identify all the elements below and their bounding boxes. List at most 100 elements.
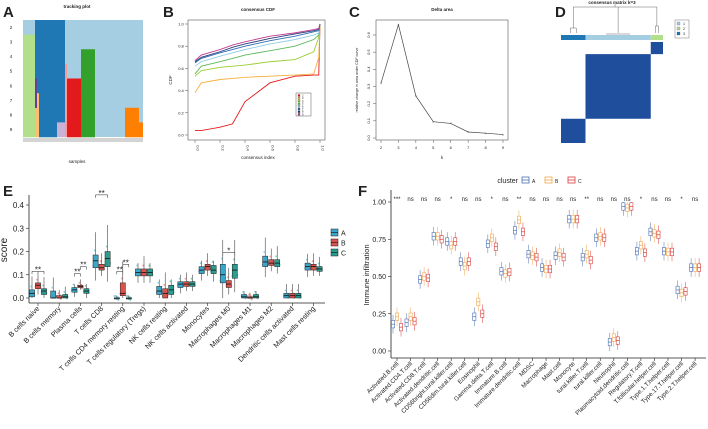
row-label: 5 [10,69,13,74]
data-point [63,290,66,293]
x-tick-label: 0.2 [221,145,226,151]
data-point: × [397,23,399,27]
legend-label: 4 [302,99,304,103]
cdf-line-k2 [195,23,321,132]
box-C [62,294,69,299]
data-point [127,295,129,297]
data-point [113,295,116,297]
x-tick-label: 0.6 [271,145,276,151]
tracking-segment [23,122,35,138]
legend-label: 6 [302,104,304,108]
significance-label: * [640,197,643,203]
tracking-segment [67,93,81,109]
box-C [210,265,217,274]
data-point [254,290,257,293]
significance-bracket [80,266,87,270]
y-tick-label: 0.2 [178,110,184,115]
x-tick-label: 2 [380,145,383,150]
data-point [163,283,166,286]
x-tick-label: 1.0 [321,145,326,151]
tracking-segment [35,34,65,50]
y-axis-label: CDF [168,75,173,84]
significance-label: ns [692,197,698,203]
box-A [50,290,57,299]
plot-frame [187,19,326,141]
data-point [184,277,187,280]
y-tick-label: 0.0 [366,134,371,140]
significance-label: ns [502,197,508,203]
data-point [317,262,320,265]
data-point [78,281,81,284]
legend-label: 2 [683,27,685,31]
y-tick-label: 0.1 [13,271,25,280]
data-point [81,287,83,290]
legend-swatch [297,97,301,100]
significance-label: ** [117,265,123,274]
box-C [231,264,238,279]
x-tick-label: 7 [467,145,470,150]
data-point [199,262,202,265]
legend-label: 1 [683,22,685,26]
significance-label: ns [570,197,576,203]
box-A [177,281,184,288]
tracking-segment [81,122,95,138]
data-point [157,281,160,284]
tracking-segment [81,93,95,109]
data-point: × [502,133,504,137]
y-axis-label: score [0,237,10,262]
data-point [246,295,249,297]
significance-label: ** [98,189,104,198]
chart-title: consensus CDF [241,7,275,12]
significance-label: * [227,247,230,256]
significance-label: ns [665,197,671,203]
tracking-segment [23,49,35,65]
box-B [268,259,275,266]
data-point [311,260,314,263]
data-point [128,296,131,298]
box-C [104,251,111,267]
tracking-segment [81,49,95,65]
x-tick-label: 9 [502,145,505,150]
data-point [305,258,308,261]
legend-label: 7 [302,107,304,111]
data-point [205,260,208,263]
y-tick-label: 0.4 [178,88,184,93]
y-tick-label: 0.25 [372,311,386,318]
significance-label: ns [475,197,481,203]
y-tick-label: 1.00 [372,200,386,207]
delta-area-chart: Delta area 0.0 0.1 0.2 0.3 0.4 0.5 0.6 2 3 4 5 6 7 8 9 k… [355,7,509,160]
significance-label: ns [556,197,562,203]
significance-label: ** [123,258,129,267]
data-point [121,277,123,280]
legend-label: 8 [302,110,304,114]
consensus-matrix: consensus matrix k=3 123 [561,0,690,143]
legend-swatch [297,94,301,97]
tracking-segment [65,107,67,123]
matrix-block-cluster-1 [585,54,651,119]
box-A [262,255,269,267]
significance-label: ns [624,197,630,203]
significance-label: ns [407,197,413,203]
significance-label: ns [651,197,657,203]
cluster-annotation-bar [650,35,663,40]
data-point [169,280,172,283]
significance-bracket [74,273,81,277]
row-label: 4 [10,54,13,59]
chart-title: consensus matrix k=3 [588,0,636,5]
panel-label-B: B [163,4,174,21]
legend-label: C [578,179,582,185]
box-A [156,286,163,295]
data-point [190,277,193,280]
panel-label-F: F [358,183,367,200]
data-point [178,277,181,280]
y-tick-label: 0.8 [178,44,184,49]
matrix-block-cluster-2 [650,42,663,55]
box-B [35,282,41,289]
dendrogram [569,6,659,35]
cdf-line-k4 [194,23,321,77]
row-label: 6 [10,83,13,88]
y-tick-label: 0.6 [366,31,371,37]
significance-bracket [222,252,236,256]
y-tick-label: 0.4 [13,201,25,210]
